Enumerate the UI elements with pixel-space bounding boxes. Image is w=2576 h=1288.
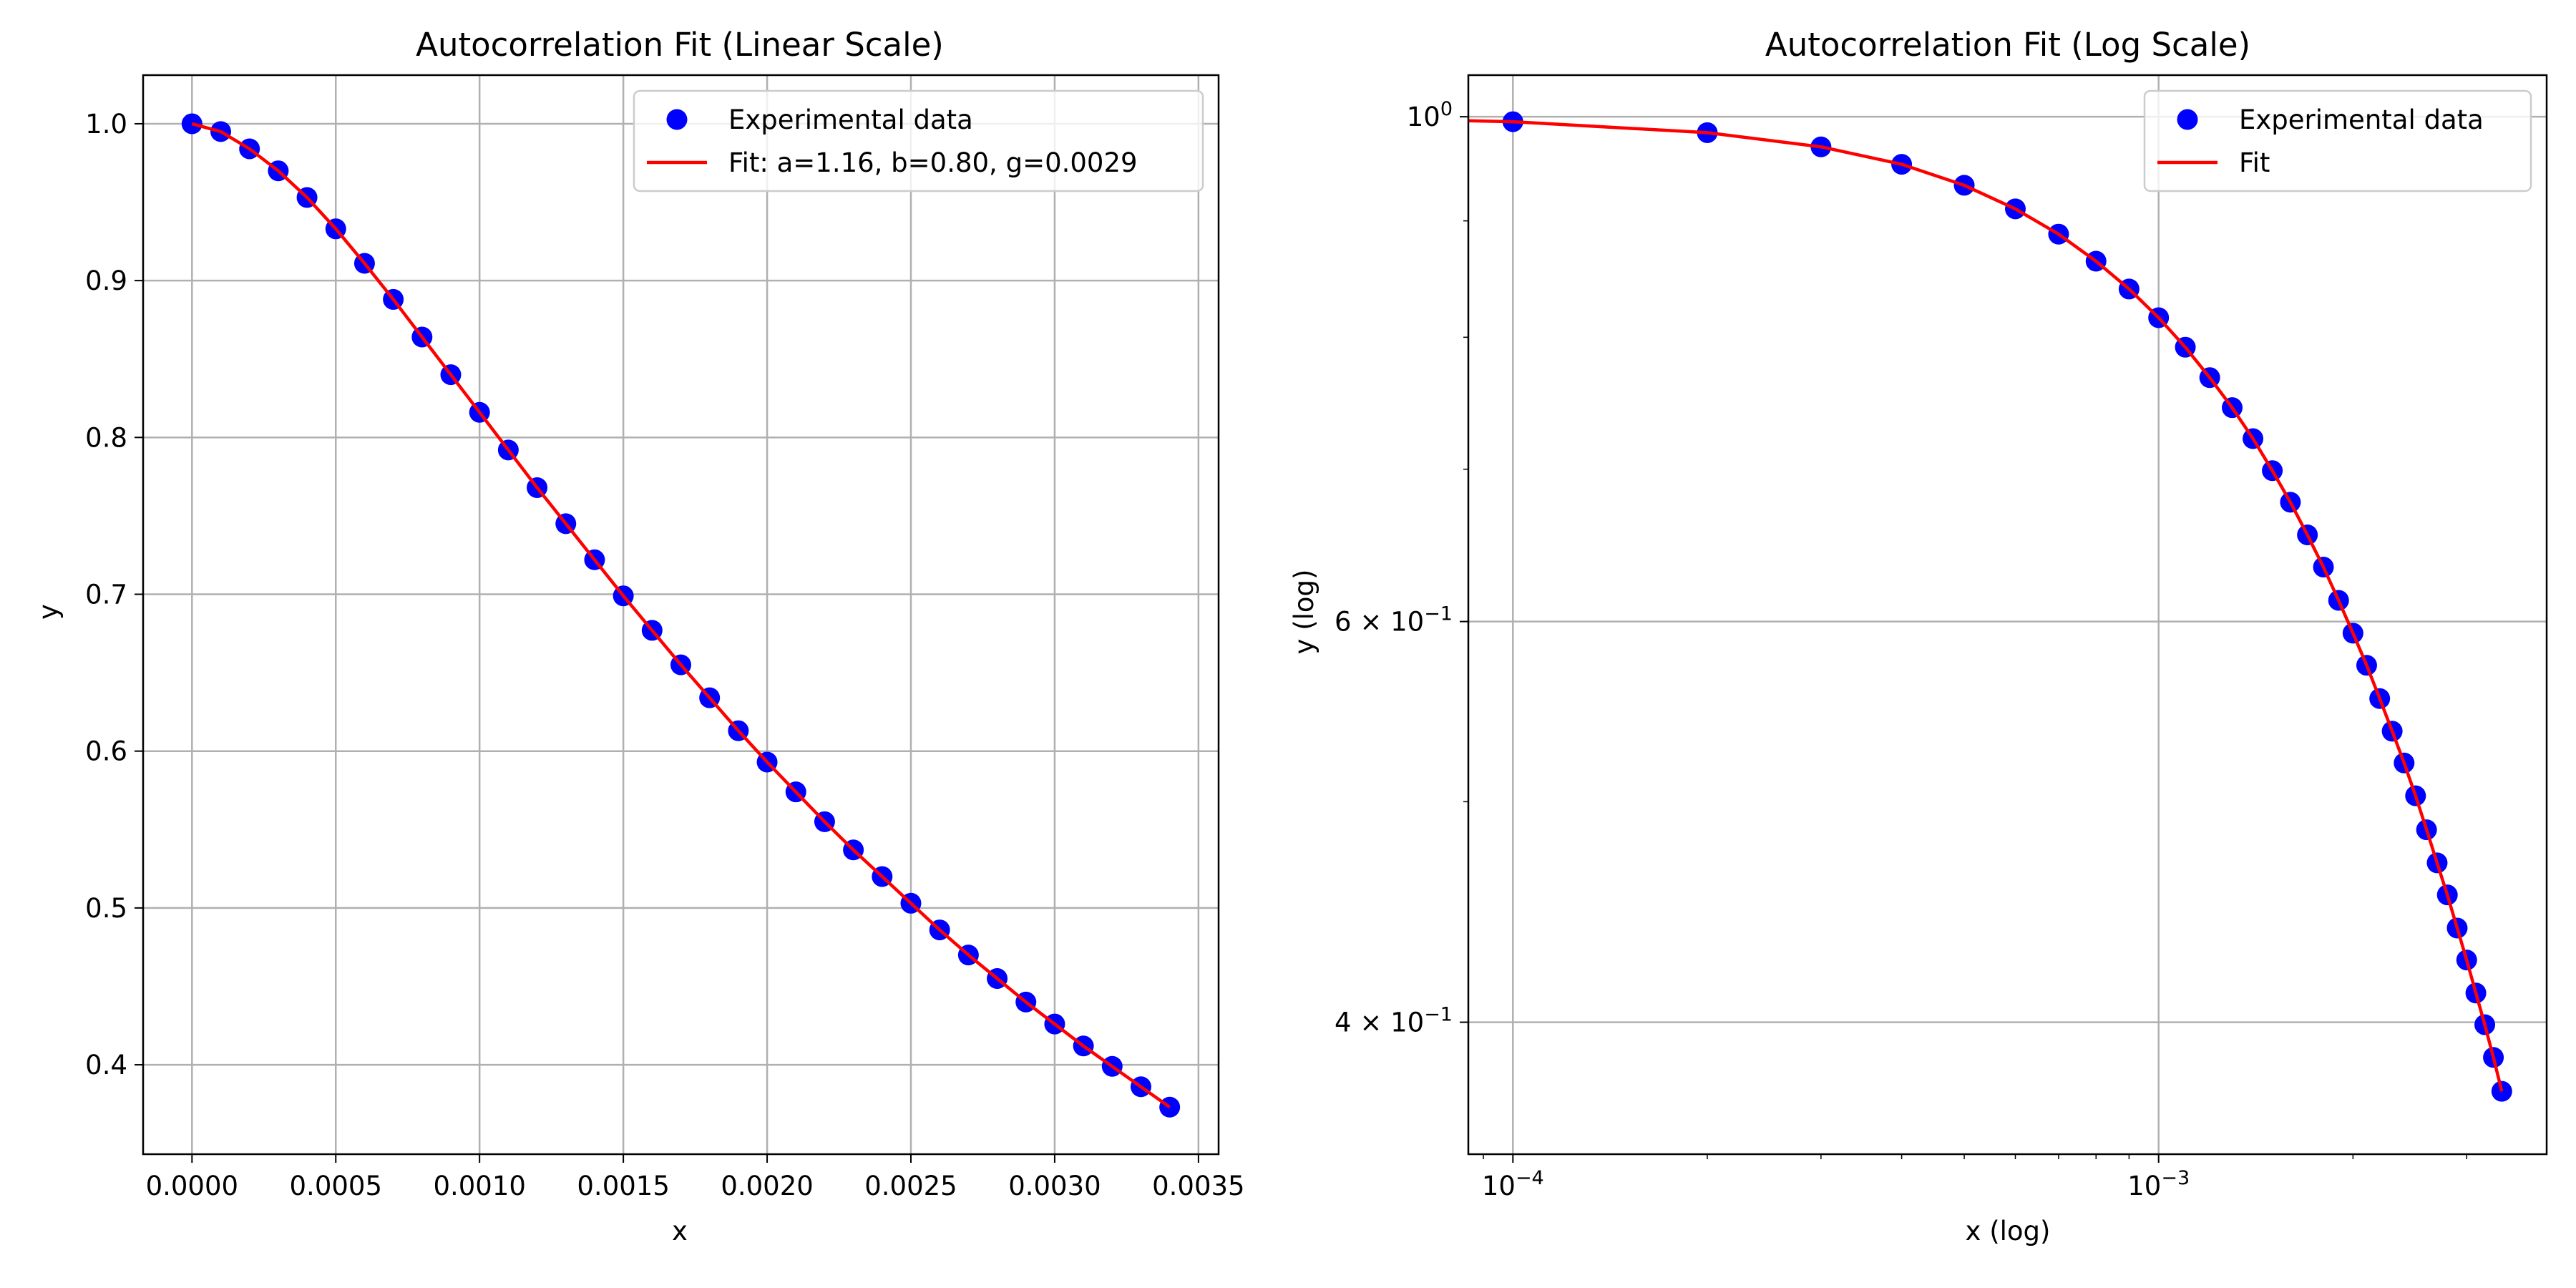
legend: Experimental data Fit xyxy=(2143,89,2532,192)
y-tick-label: 0.4 xyxy=(85,1050,127,1080)
ticks: 0.0000 0.0005 0.0010 0.0015 0.0020 0.0025 0.00… xyxy=(85,109,1244,1201)
x-tick-label: 0.0000 xyxy=(146,1171,238,1201)
log-scale-chart: Autocorrelation Fit (Log Scale) x (log) … xyxy=(1289,26,2548,1246)
legend-label: Experimental data xyxy=(728,104,973,135)
y-axis-label: y (log) xyxy=(1289,570,1319,655)
x-tick-label: 0.0035 xyxy=(1152,1171,1244,1201)
fit-line xyxy=(1468,119,2504,1092)
axes-frame xyxy=(142,74,1220,1156)
legend-label: Experimental data xyxy=(2239,104,2484,135)
legend-marker xyxy=(2177,109,2198,130)
x-tick-label: 0.0025 xyxy=(864,1171,957,1201)
x-tick-label: 0.0005 xyxy=(290,1171,382,1201)
y-tick-label: 1.0 xyxy=(85,109,127,140)
linear-scale-chart: Autocorrelation Fit (Linear Scale) x y 0… xyxy=(33,26,1245,1246)
x-axis-label: x (log) xyxy=(1966,1216,2051,1246)
x-tick-label: 10−3 xyxy=(2127,1167,2190,1201)
chart-title: Autocorrelation Fit (Log Scale) xyxy=(1765,26,2250,64)
legend-box xyxy=(2143,89,2532,192)
ticks: 10−4 10−3 100 6 × 10−1 4 × 10−1 xyxy=(1335,98,2467,1201)
y-tick-label: 0.9 xyxy=(85,265,127,296)
series-experimental-data xyxy=(1502,111,2512,1102)
legend-box xyxy=(633,89,1204,192)
grid xyxy=(143,75,1219,1154)
x-axis-label: x xyxy=(672,1216,688,1246)
y-tick-label: 6 × 10−1 xyxy=(1335,603,1453,638)
data-point xyxy=(2491,1080,2512,1102)
data-point xyxy=(1159,1096,1181,1118)
axes-frame xyxy=(1467,74,2548,1156)
x-tick-label: 0.0015 xyxy=(577,1171,669,1201)
x-tick-label: 0.0010 xyxy=(433,1171,525,1201)
plot-area xyxy=(181,113,1181,1118)
y-tick-label: 4 × 10−1 xyxy=(1335,1004,1453,1038)
y-tick-label: 0.8 xyxy=(85,422,127,453)
y-tick-label: 0.5 xyxy=(85,893,127,924)
fit-line xyxy=(191,122,1171,1109)
x-tick-label: 10−4 xyxy=(1482,1167,1544,1201)
chart-title: Autocorrelation Fit (Linear Scale) xyxy=(416,26,944,64)
y-tick-label: 100 xyxy=(1407,98,1453,132)
legend-marker xyxy=(666,109,688,130)
x-tick-label: 0.0020 xyxy=(721,1171,813,1201)
y-tick-label: 0.7 xyxy=(85,580,127,610)
plot-area xyxy=(1468,111,2512,1102)
x-tick-label: 0.0030 xyxy=(1008,1171,1101,1201)
legend-label: Fit xyxy=(2239,147,2270,178)
legend-label: Fit: a=1.16, b=0.80, g=0.0029 xyxy=(728,147,1138,178)
legend: Experimental data Fit: a=1.16, b=0.80, g=… xyxy=(633,89,1204,192)
y-tick-label: 0.6 xyxy=(85,736,127,767)
y-axis-label: y xyxy=(33,604,64,620)
